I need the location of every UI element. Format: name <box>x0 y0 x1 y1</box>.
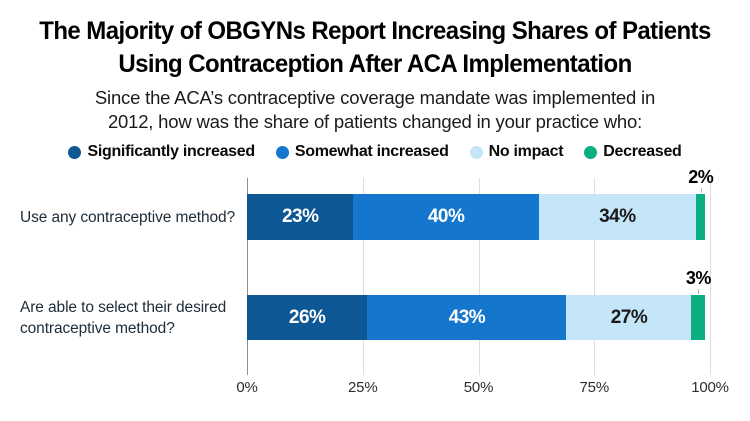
legend-dot-icon <box>275 145 289 159</box>
legend-label: Somewhat increased <box>294 143 449 160</box>
legend-item: Decreased <box>584 143 682 161</box>
x-tick-label: 50% <box>463 379 494 396</box>
bar-segment: 43% <box>367 295 567 340</box>
label-leader-tick <box>700 188 702 193</box>
bar-segment: 27% <box>566 295 692 340</box>
bar-value-label: 43% <box>448 306 486 328</box>
legend: Significantly increased Somewhat increase… <box>0 143 750 161</box>
bar-value-label: 34% <box>599 206 636 227</box>
bar-value-label: 26% <box>288 306 326 328</box>
x-tick-label: 0% <box>236 379 258 396</box>
bar-segment: 26% <box>247 295 368 340</box>
x-tick-label: 100% <box>691 379 729 396</box>
chart-subtitle: Since the ACA’s contraceptive coverage m… <box>0 86 750 134</box>
bar-value-label-outside: 2% <box>688 167 714 187</box>
gridline <box>478 178 480 375</box>
bar-value-label: 23% <box>281 206 319 227</box>
chart-subtitle-line2: 2012, how was the share of patients chan… <box>107 111 643 132</box>
bar-segment: 23% <box>247 194 354 240</box>
bar-segment <box>691 295 706 340</box>
legend-dot-icon <box>469 145 483 159</box>
bar-row: 26% 43% 27% <box>247 295 710 340</box>
category-label: Are able to select their desired contrac… <box>20 299 227 337</box>
chart-title-line2: Using Contraception After ACA Implementa… <box>118 50 632 78</box>
legend-label: Decreased <box>603 143 682 160</box>
category-label: Use any contraceptive method? <box>20 209 236 226</box>
bar-segment <box>696 194 706 240</box>
x-tick-label: 75% <box>579 379 610 396</box>
gridline <box>594 178 596 375</box>
x-tick-label: 25% <box>348 379 378 396</box>
chart-title: The Majority of OBGYNs Report Increasing… <box>0 15 750 81</box>
legend-item: Significantly increased <box>68 143 255 161</box>
legend-item: Somewhat increased <box>275 143 449 161</box>
legend-item: No impact <box>469 143 564 161</box>
bar-value-label-outside: 3% <box>685 268 712 288</box>
legend-dot-icon <box>68 145 82 159</box>
legend-label: Significantly increased <box>87 143 255 160</box>
bar-segment: 40% <box>353 194 539 240</box>
legend-label: No impact <box>488 143 564 160</box>
chart-title-line1: The Majority of OBGYNs Report Increasing… <box>39 17 711 45</box>
plot-area: 0% 25% 50% 75% 100% 23% 40% 34% 2% 26% 43% 27% 3% <box>236 167 729 396</box>
bar-value-label: 40% <box>427 206 465 227</box>
bar-value-label: 27% <box>610 306 648 328</box>
bar-segment: 34% <box>538 194 697 240</box>
y-axis-line <box>247 178 248 375</box>
legend-dot-icon <box>584 145 598 159</box>
chart-subtitle-line1: Since the ACA’s contraceptive coverage m… <box>94 87 656 108</box>
label-leader-tick <box>698 289 700 294</box>
gridline <box>362 178 364 375</box>
gridline <box>710 178 711 375</box>
bar-row: 23% 40% 34% <box>247 194 710 240</box>
